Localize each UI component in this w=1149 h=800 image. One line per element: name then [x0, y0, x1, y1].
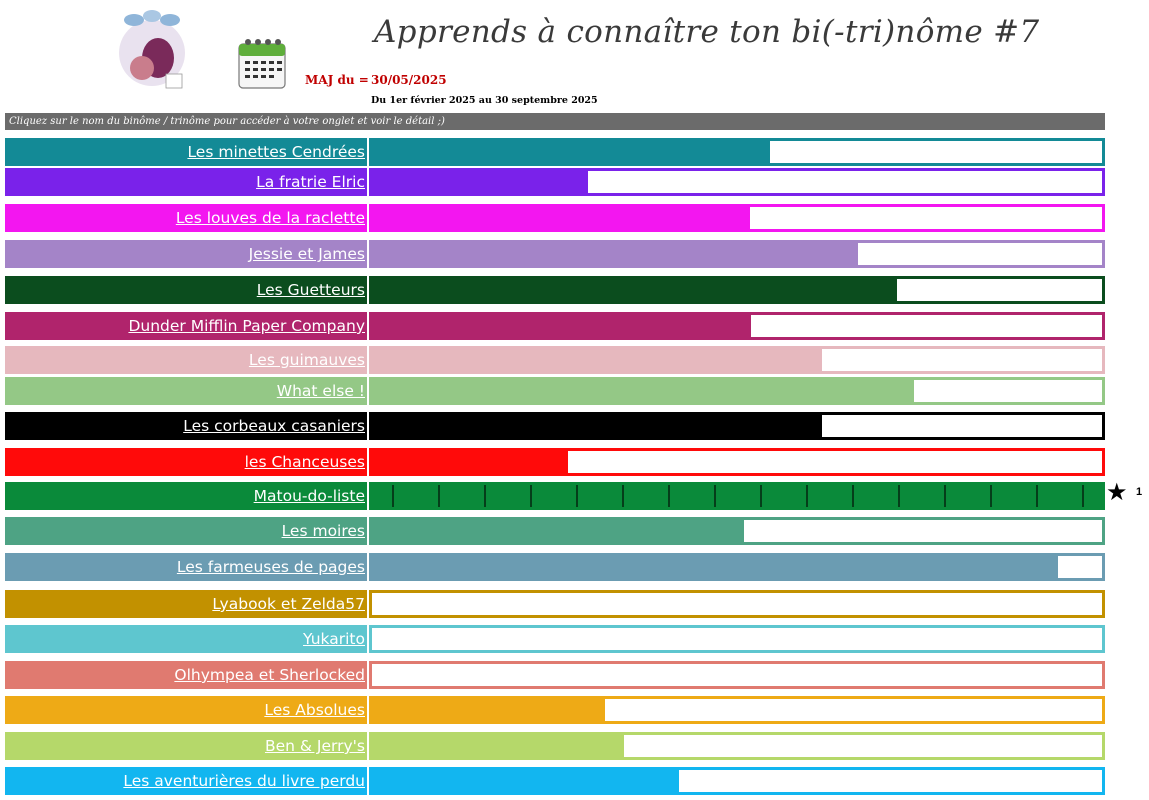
- progress-track: [369, 168, 1105, 196]
- progress-fill: [372, 243, 859, 265]
- team-name-link[interactable]: Les aventurières du livre perdu: [5, 767, 367, 795]
- page-title: Apprends à connaître ton bi(-tri)nôme #7: [374, 14, 1040, 50]
- team-row: Les louves de la raclette: [5, 204, 1105, 232]
- team-row: Ben & Jerry's: [5, 732, 1105, 760]
- team-name-link[interactable]: What else !: [5, 377, 367, 405]
- team-row: Les guimauves: [5, 346, 1105, 374]
- progress-fill: [372, 279, 897, 301]
- team-row: Les farmeuses de pages: [5, 553, 1105, 581]
- team-row: Les aventurières du livre perdu: [5, 767, 1105, 795]
- team-row: Lyabook et Zelda57: [5, 590, 1105, 618]
- progress-track: [369, 696, 1105, 724]
- progress-track: [369, 204, 1105, 232]
- team-name-link[interactable]: Olhympea et Sherlocked: [5, 661, 367, 689]
- team-name-link[interactable]: Ben & Jerry's: [5, 732, 367, 760]
- progress-fill: [372, 380, 914, 402]
- team-name-link[interactable]: Jessie et James: [5, 240, 367, 268]
- team-row: Les corbeaux casaniers: [5, 412, 1105, 440]
- team-row: Dunder Mifflin Paper Company: [5, 312, 1105, 340]
- progress-track: [369, 482, 1105, 510]
- instruction-banner: Cliquez sur le nom du binôme / trinôme p…: [5, 113, 1105, 130]
- team-row: La fratrie Elric: [5, 168, 1105, 196]
- team-name-link[interactable]: La fratrie Elric: [5, 168, 367, 196]
- team-name-link[interactable]: Les guimauves: [5, 346, 367, 374]
- progress-track: [369, 377, 1105, 405]
- team-row: Les moires: [5, 517, 1105, 545]
- team-row: Les Absolues: [5, 696, 1105, 724]
- progress-fill: [372, 415, 823, 437]
- progress-track: [369, 625, 1105, 653]
- team-name-link[interactable]: Les minettes Cendrées: [5, 138, 367, 166]
- team-name-link[interactable]: Les farmeuses de pages: [5, 553, 367, 581]
- progress-track: [369, 312, 1105, 340]
- team-name-link[interactable]: Les Absolues: [5, 696, 367, 724]
- team-row: Matou-do-liste: [5, 482, 1105, 510]
- team-row: les Chanceuses: [5, 448, 1105, 476]
- team-name-link[interactable]: les Chanceuses: [5, 448, 367, 476]
- progress-fill: [372, 699, 605, 721]
- team-name-link[interactable]: Matou-do-liste: [5, 482, 367, 510]
- progress-track: [369, 240, 1105, 268]
- progress-fill: [372, 451, 569, 473]
- progress-fill: [372, 556, 1059, 578]
- team-name-link[interactable]: Les corbeaux casaniers: [5, 412, 367, 440]
- update-date: 30/05/2025: [371, 73, 447, 87]
- progress-track: [369, 346, 1105, 374]
- progress-track: [369, 448, 1105, 476]
- team-row: Les minettes Cendrées: [5, 138, 1105, 166]
- team-row: Les Guetteurs: [5, 276, 1105, 304]
- progress-track: [369, 553, 1105, 581]
- progress-track: [369, 767, 1105, 795]
- progress-fill: [372, 207, 751, 229]
- period-text: Du 1er février 2025 au 30 septembre 2025: [371, 95, 598, 106]
- progress-track: [369, 590, 1105, 618]
- team-name-link[interactable]: Les moires: [5, 517, 367, 545]
- progress-fill: [372, 485, 1102, 507]
- progress-track: [369, 412, 1105, 440]
- progress-fill: [372, 141, 770, 163]
- team-name-link[interactable]: Dunder Mifflin Paper Company: [5, 312, 367, 340]
- update-label: MAJ du =: [305, 73, 369, 87]
- progress-fill: [372, 735, 624, 757]
- team-name-link[interactable]: Les louves de la raclette: [5, 204, 367, 232]
- progress-fill: [372, 520, 745, 542]
- progress-track: [369, 138, 1105, 166]
- team-name-link[interactable]: Yukarito: [5, 625, 367, 653]
- progress-fill: [372, 770, 679, 792]
- progress-fill: [372, 349, 823, 371]
- progress-track: [369, 276, 1105, 304]
- progress-fill: [372, 315, 751, 337]
- team-row: Jessie et James: [5, 240, 1105, 268]
- progress-fill: [372, 171, 589, 193]
- team-name-link[interactable]: Lyabook et Zelda57: [5, 590, 367, 618]
- club-logo: [119, 10, 185, 89]
- progress-track: [369, 661, 1105, 689]
- team-row: What else !: [5, 377, 1105, 405]
- calendar-icon: [238, 39, 286, 89]
- progress-track: [369, 517, 1105, 545]
- team-name-link[interactable]: Les Guetteurs: [5, 276, 367, 304]
- team-row: Yukarito: [5, 625, 1105, 653]
- star-icon: ★: [1106, 479, 1128, 506]
- leader-rank: 1: [1136, 486, 1143, 498]
- team-row: Olhympea et Sherlocked: [5, 661, 1105, 689]
- progress-track: [369, 732, 1105, 760]
